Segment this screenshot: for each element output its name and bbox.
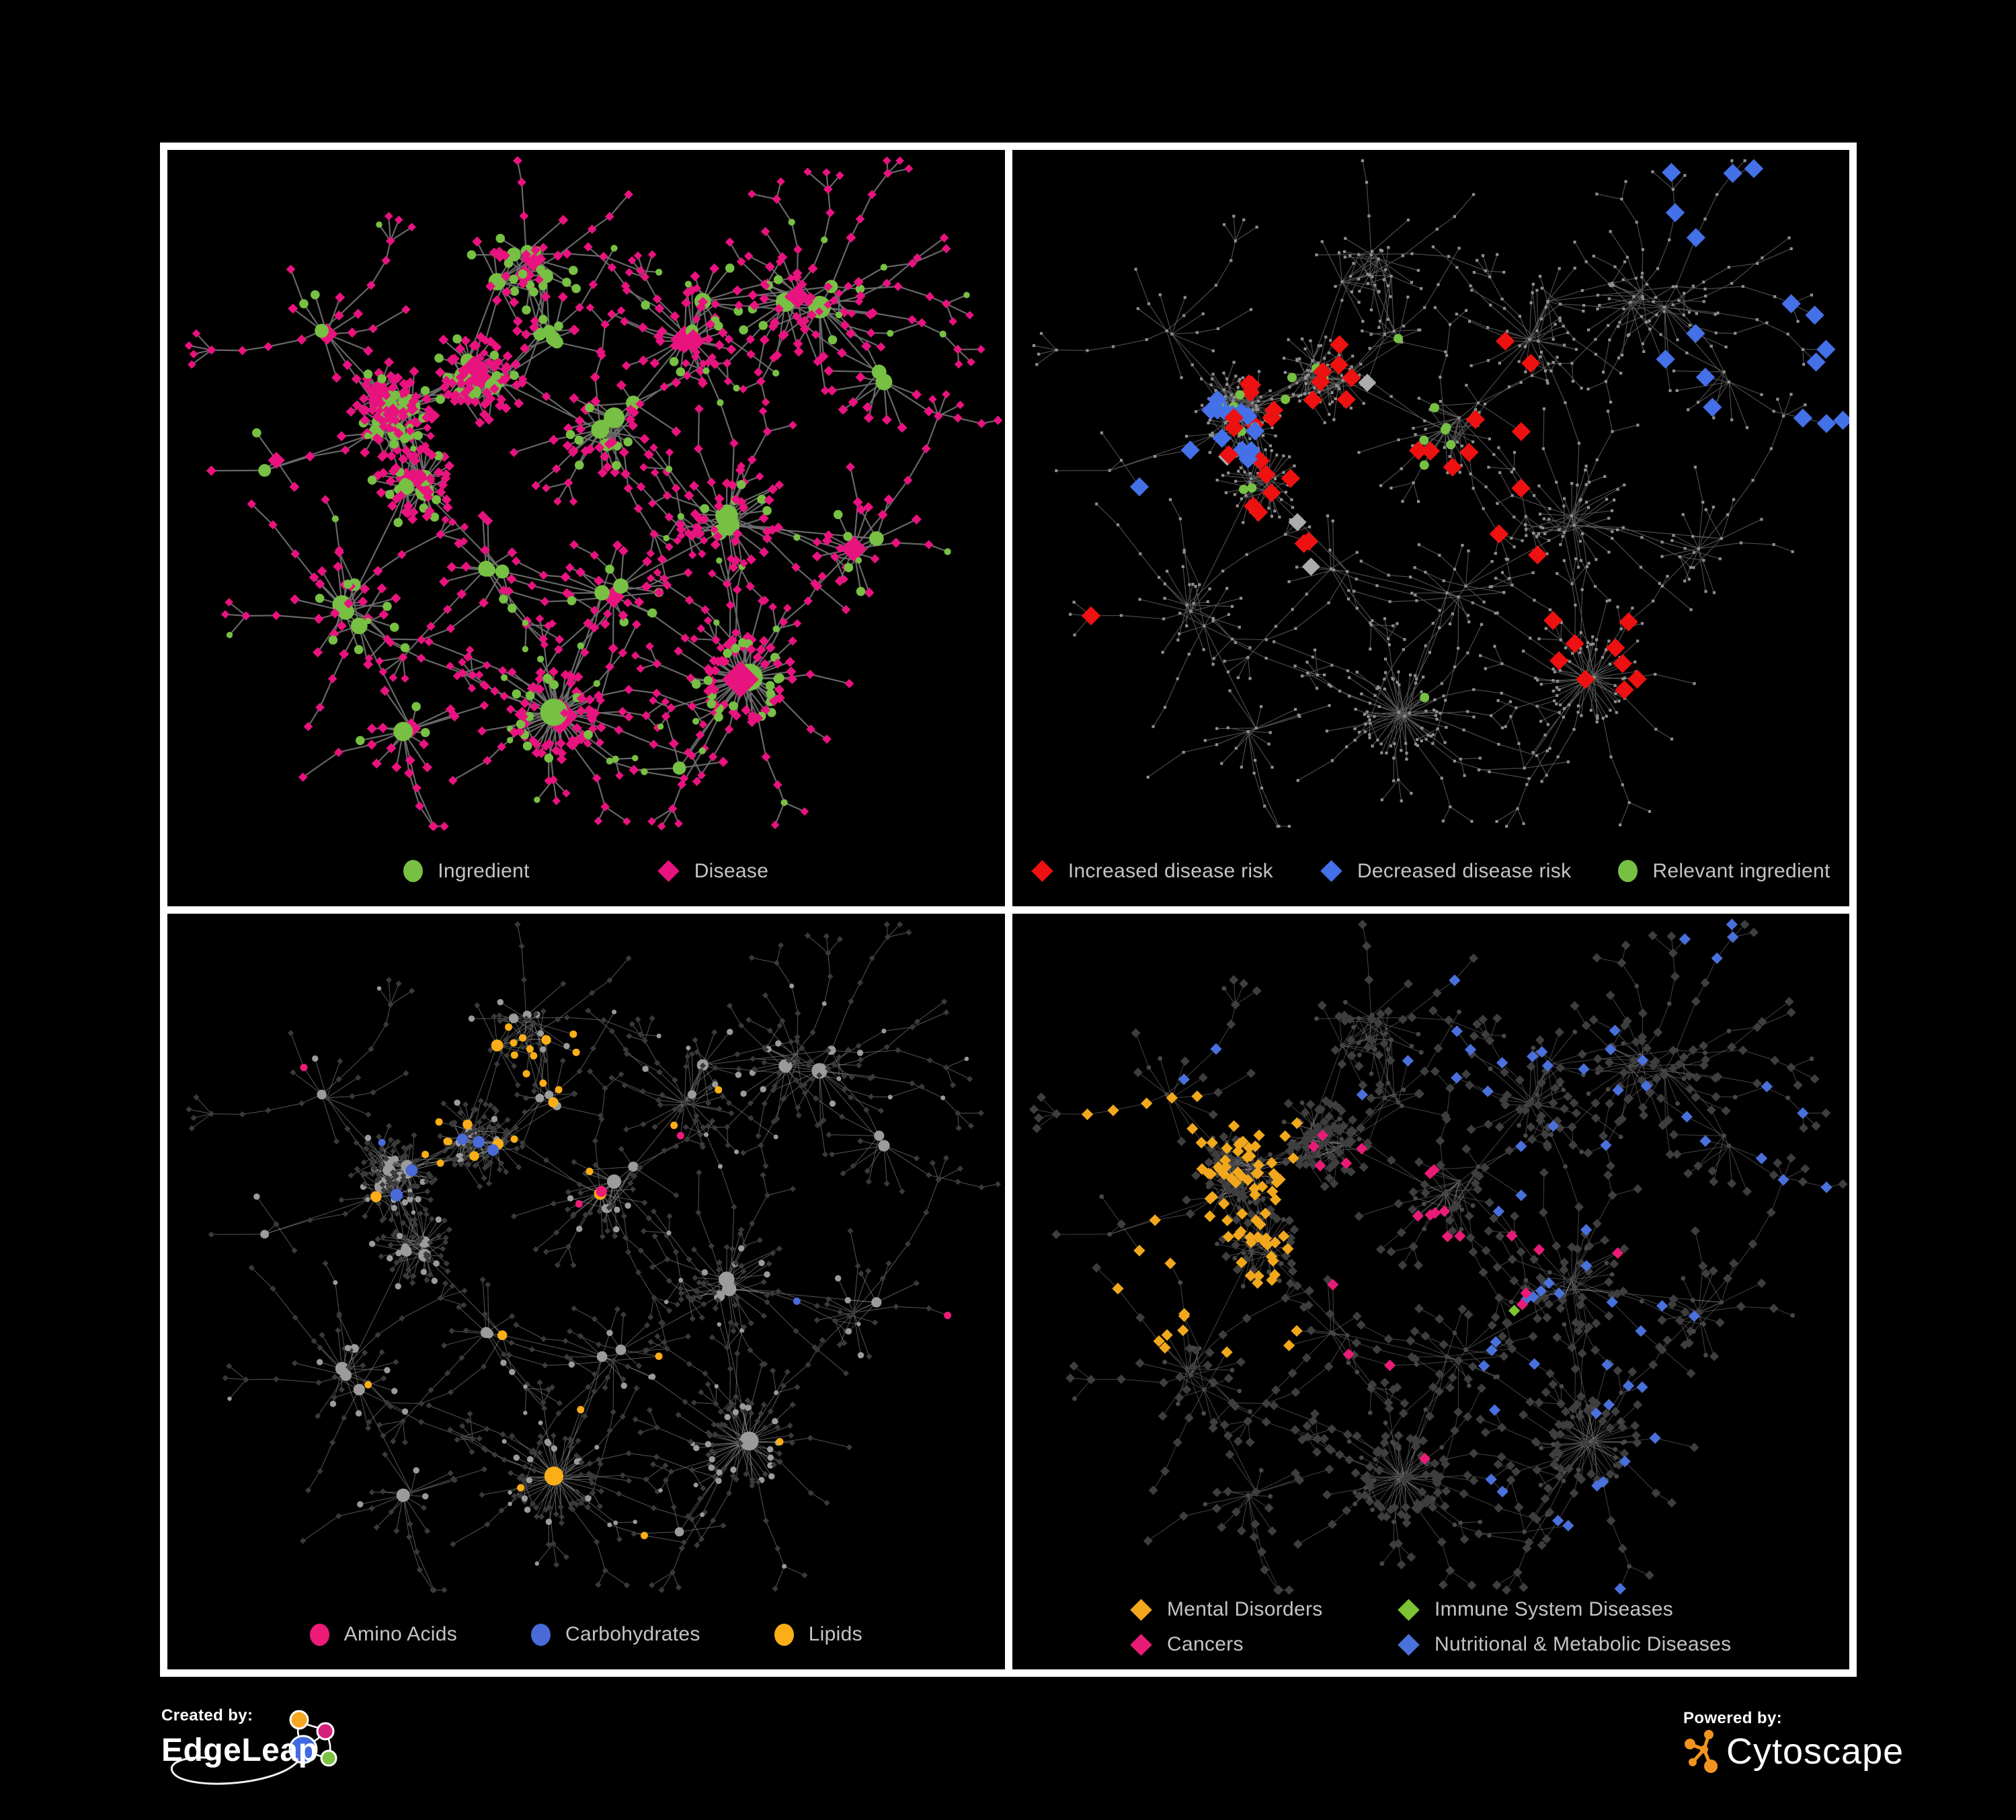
legend-marker-circle (403, 860, 424, 882)
panel-disease-risk: Increased disease risk Decreased disease … (1012, 150, 1850, 906)
legend-item: Lipids (774, 1623, 862, 1646)
legend: Mental Disorders Immune System Diseases Ca… (1012, 1598, 1850, 1656)
legend-label: Mental Disorders (1167, 1598, 1323, 1620)
legend-marker-circle (1618, 860, 1638, 882)
legend-label: Relevant ingredient (1652, 859, 1830, 882)
panels-frame: Ingredient Disease Increased disease risk… (160, 143, 1857, 1677)
legend-item: Disease (657, 860, 768, 883)
legend-item: Immune System Diseases (1398, 1598, 1731, 1621)
legend-marker-circle (774, 1623, 794, 1646)
network-graph (184, 156, 1003, 831)
legend-item: Mental Disorders (1130, 1598, 1365, 1621)
powered-by-block: Powered by: Cytoscape (1683, 1709, 1903, 1803)
legend-label: Cancers (1167, 1633, 1244, 1655)
legend-marker-circle (531, 1623, 551, 1646)
legend-marker-diamond (1320, 860, 1342, 882)
legend-marker-diamond (1398, 1633, 1420, 1656)
legend-marker-diamond (1398, 1598, 1420, 1621)
legend-label: Increased disease risk (1067, 859, 1273, 882)
created-by-label: Created by: (161, 1706, 253, 1725)
legend-label: Immune System Diseases (1435, 1598, 1674, 1620)
panel-nutrient-classes: Amino Acids Carbohydrates Lipids (167, 913, 1005, 1669)
legend-label: Amino Acids (344, 1623, 457, 1645)
legend-label: Carbohydrates (565, 1623, 700, 1645)
legend-label: Ingredient (438, 859, 530, 882)
powered-by-label: Powered by: (1683, 1709, 1783, 1727)
legend: Ingredient Disease (167, 857, 1005, 886)
legend-item: Carbohydrates (531, 1623, 700, 1646)
legend-marker-diamond (657, 860, 680, 882)
legend-label: Nutritional & Metabolic Diseases (1435, 1633, 1732, 1655)
panel-disease-categories: Mental Disorders Immune System Diseases Ca… (1012, 913, 1850, 1669)
edgeleap-logo (170, 1710, 337, 1785)
cytoscape-logo (1685, 1730, 1718, 1773)
legend-label: Decreased disease risk (1357, 859, 1572, 882)
legend-item: Relevant ingredient (1618, 860, 1830, 883)
legend-marker-diamond (1031, 860, 1053, 882)
legend: Amino Acids Carbohydrates Lipids (167, 1620, 1005, 1649)
edgeleap-wordmark: EdgeLeap (161, 1733, 319, 1768)
panel-ingredient-disease: Ingredient Disease (167, 150, 1005, 906)
edgeleap-node-green (320, 1749, 337, 1767)
legend-marker-diamond (1130, 1633, 1152, 1656)
edgeleap-node-blue (288, 1735, 318, 1764)
network-graph (1029, 918, 1847, 1595)
legend: Increased disease risk Decreased disease … (1012, 857, 1850, 886)
network-graph (1032, 159, 1849, 828)
legend-item: Ingredient (403, 860, 529, 883)
legend-marker-circle (309, 1623, 329, 1646)
cytoscape-wordmark: Cytoscape (1726, 1731, 1904, 1772)
legend-label: Disease (694, 859, 769, 882)
legend-item: Decreased disease risk (1320, 860, 1571, 883)
legend-marker-diamond (1130, 1598, 1152, 1621)
legend-item: Nutritional & Metabolic Diseases (1398, 1633, 1731, 1656)
network-graph (186, 920, 1002, 1593)
legend-item: Cancers (1130, 1633, 1365, 1656)
legend-item: Amino Acids (309, 1623, 457, 1646)
edgeleap-node-orange (289, 1710, 309, 1730)
legend-label: Lipids (808, 1623, 862, 1645)
legend-item: Increased disease risk (1031, 860, 1273, 883)
edgeleap-node-magenta (316, 1722, 335, 1741)
created-by-block: Created by: EdgeLeap (161, 1706, 484, 1814)
